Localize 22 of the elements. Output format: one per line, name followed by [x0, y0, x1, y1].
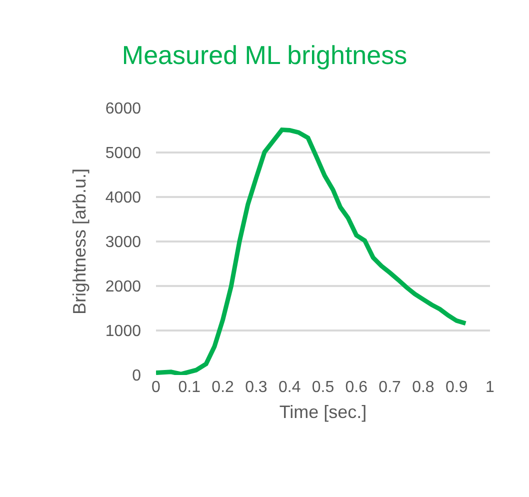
- x-tick-label: 0.6: [345, 379, 368, 396]
- x-tick-label: 0.1: [178, 379, 201, 396]
- x-tick-label: 0.5: [312, 379, 334, 396]
- x-tick-label: 0.8: [412, 379, 434, 396]
- y-tick-label: 0: [132, 368, 142, 385]
- y-tick-label: 2000: [105, 278, 142, 296]
- y-tick-label: 5000: [105, 145, 142, 162]
- chart-title: Measured ML brightness: [122, 40, 408, 70]
- x-tick-label: 0.4: [278, 379, 301, 396]
- x-tick-label: 1: [486, 379, 495, 396]
- line-series: [156, 128, 468, 375]
- x-axis-title: Time [sec.]: [279, 402, 367, 422]
- x-tick-label: 0.7: [378, 379, 402, 396]
- y-tick-label: 4000: [105, 190, 142, 207]
- y-tick-label: 3000: [105, 234, 142, 252]
- x-tick-label: 0: [152, 379, 161, 396]
- x-tick-label: 0.2: [212, 379, 234, 396]
- x-tick-label: 0.3: [245, 379, 268, 396]
- y-tick-label: 1000: [105, 323, 142, 340]
- y-tick-label: 6000: [105, 100, 142, 118]
- y-axis-title: Brightness [arb.u.]: [70, 168, 90, 315]
- x-tick-label: 0.9: [445, 379, 468, 396]
